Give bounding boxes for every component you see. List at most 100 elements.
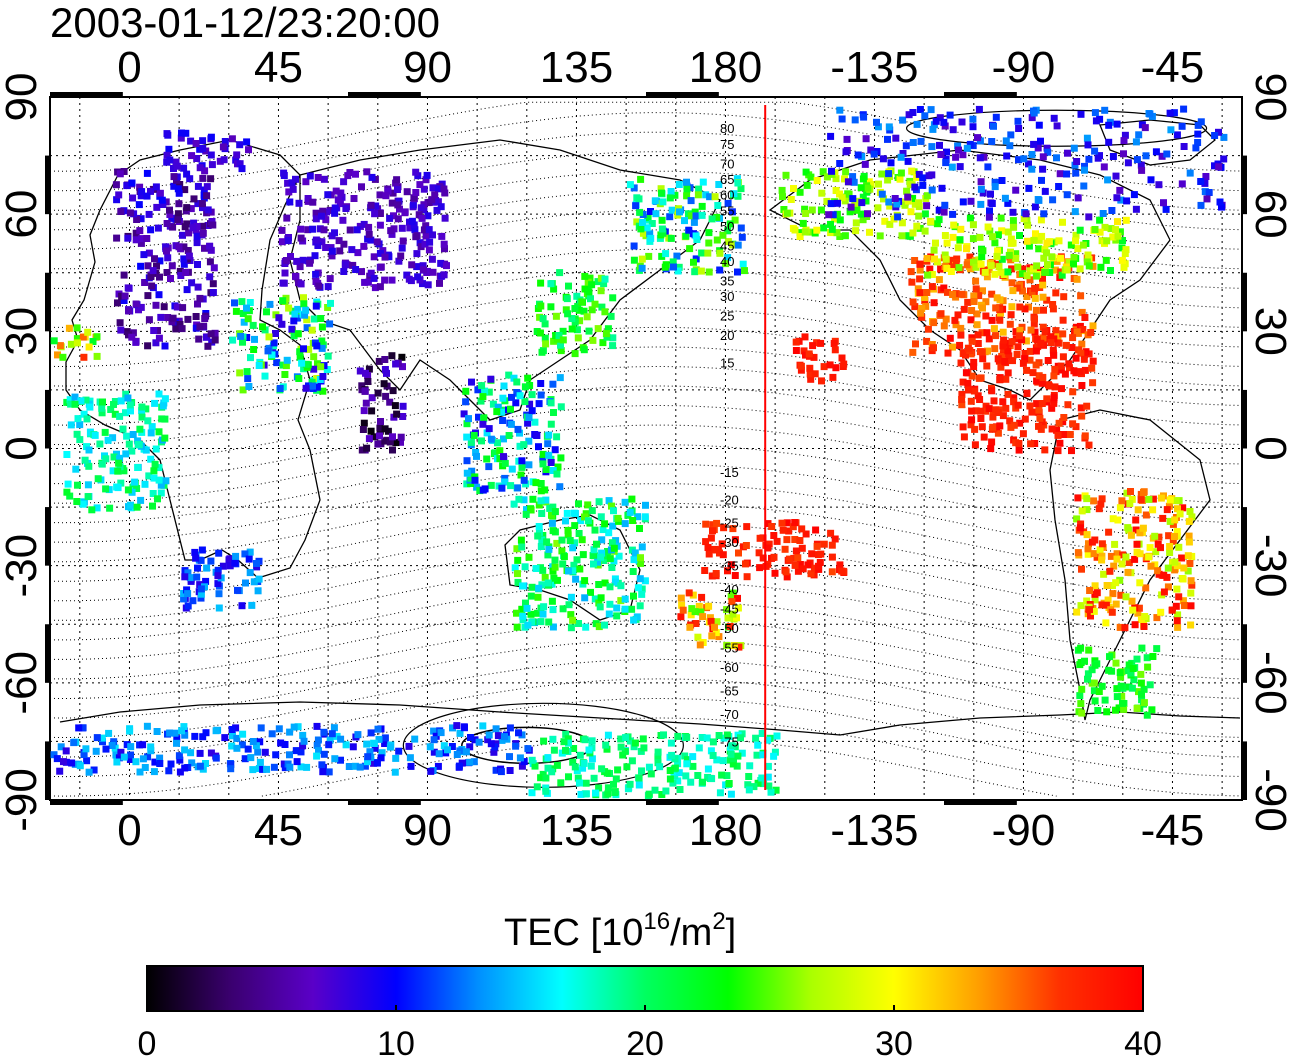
tec-cell-middle-east xyxy=(326,320,334,328)
tec-cell-india xyxy=(365,365,373,373)
tec-cell-antarctic-b xyxy=(707,747,715,755)
tec-cell-scandinavia xyxy=(207,151,215,159)
tec-cell-japan xyxy=(573,326,581,334)
tec-cell-australia xyxy=(576,565,584,573)
tec-cell-se-asia xyxy=(553,433,561,441)
tec-cell-europe xyxy=(144,262,152,270)
tec-cell-arctic xyxy=(836,106,844,114)
tec-cell-south-america xyxy=(1187,602,1195,610)
tec-cell-iberia-coast xyxy=(93,333,101,341)
tec-cell-australia xyxy=(550,574,558,582)
tec-cell-patagonia xyxy=(1094,707,1102,714)
contour-label: -25 xyxy=(720,516,739,531)
tec-cell-iberia-coast xyxy=(67,340,75,348)
tec-cell-south-pacific xyxy=(773,537,781,545)
tec-cell-australia xyxy=(628,605,636,613)
tec-cell-usa xyxy=(1030,320,1038,328)
tec-cell-usa xyxy=(1068,344,1076,351)
tec-cell-africa-west xyxy=(126,401,134,409)
tec-cell-arctic xyxy=(1081,166,1088,174)
tec-cell-south-pacific xyxy=(743,573,751,581)
tec-cell-patagonia xyxy=(1118,692,1126,700)
tec-cell-alaska xyxy=(841,175,848,183)
tec-cell-alaska xyxy=(787,196,795,203)
tec-cell-arctic xyxy=(870,150,878,158)
tec-cell-arctic xyxy=(948,163,956,171)
tec-cell-africa-west xyxy=(141,480,149,488)
colorbar-title-main: TEC [10 xyxy=(504,912,643,954)
tec-cell-australia xyxy=(570,509,578,517)
tec-cell-southern-africa xyxy=(246,548,254,556)
tec-cell-usa xyxy=(1008,303,1016,311)
tec-cell-russia xyxy=(299,256,307,264)
tec-cell-canada xyxy=(927,217,935,225)
tec-cell-south-america xyxy=(1163,506,1171,514)
tec-cell-india xyxy=(359,426,367,433)
tec-cell-usa xyxy=(956,341,964,349)
tec-cell-usa xyxy=(907,268,915,276)
tec-cell-middle-east xyxy=(231,299,238,307)
tec-cell-patagonia xyxy=(1120,705,1128,713)
tec-cell-kamchatka xyxy=(699,178,707,186)
tec-cell-arctic xyxy=(1155,181,1163,189)
tec-cell-india xyxy=(392,439,400,447)
tec-cell-usa xyxy=(1078,340,1086,348)
tec-cell-europe xyxy=(116,319,124,327)
tec-cell-new-zealand xyxy=(724,614,732,622)
tec-cell-australia xyxy=(588,507,596,515)
tec-cell-antarctic-a xyxy=(375,735,383,743)
frame-bar-left xyxy=(45,507,50,566)
tec-cell-arctic xyxy=(1120,150,1127,158)
tec-cell-antarctic-a xyxy=(171,729,179,737)
tec-cell-alaska xyxy=(780,206,788,213)
tec-cell-arctic xyxy=(1025,160,1032,168)
lon-tick-bottom: -135 xyxy=(830,806,918,855)
tec-cell-arctic xyxy=(892,134,900,142)
tec-cell-south-pacific xyxy=(783,536,791,544)
tec-cell-alaska xyxy=(921,210,929,218)
frame-bar-top xyxy=(50,92,123,97)
tec-cell-middle-east xyxy=(238,298,246,306)
tec-cell-scandinavia xyxy=(173,162,181,170)
tec-cell-south-pacific xyxy=(798,525,806,533)
tec-cell-africa-west xyxy=(135,441,143,449)
tec-cell-usa xyxy=(916,289,924,297)
tec-cell-mexico-central xyxy=(1021,355,1029,363)
tec-cell-mexico-central xyxy=(964,379,972,387)
tec-cell-russia xyxy=(417,204,425,212)
tec-cell-antarctic-a xyxy=(202,729,210,737)
tec-cell-alaska xyxy=(796,229,804,237)
tec-cell-antarctic-a xyxy=(143,722,151,730)
tec-cell-patagonia xyxy=(1090,687,1098,695)
tec-cell-japan xyxy=(600,280,608,288)
tec-cell-india xyxy=(389,446,396,454)
lon-tick-bottom: 90 xyxy=(403,806,452,855)
tec-cell-alaska xyxy=(803,181,811,189)
tec-cell-southern-africa xyxy=(196,581,204,589)
tec-cell-australia xyxy=(535,528,543,536)
tec-cell-europe xyxy=(199,229,207,237)
tec-cell-europe xyxy=(211,336,219,344)
tec-cell-southern-africa xyxy=(255,575,263,583)
tec-cell-antarctic-b xyxy=(580,759,588,767)
tec-cell-south-pacific xyxy=(707,534,715,542)
tec-cell-patagonia xyxy=(1138,644,1146,652)
tec-cell-kamchatka xyxy=(724,227,732,235)
tec-cell-south-america xyxy=(1174,505,1181,513)
tec-cell-south-pacific xyxy=(742,560,749,568)
tec-cell-australia xyxy=(528,618,536,626)
tec-cell-alaska xyxy=(876,232,884,240)
tec-cell-arctic xyxy=(904,193,912,201)
tec-cell-russia xyxy=(428,255,436,263)
tec-cell-south-pacific xyxy=(828,541,836,549)
tec-cell-antarctic-a xyxy=(252,742,260,750)
tec-cell-south-america xyxy=(1169,537,1177,545)
tec-cell-mexico-central xyxy=(1065,360,1073,368)
tec-cell-antarctic-a xyxy=(212,754,220,762)
tec-cell-mexico-central xyxy=(962,351,969,359)
tec-cell-europe xyxy=(128,333,136,341)
tec-cell-india xyxy=(399,413,407,420)
tec-cell-europe xyxy=(198,200,206,208)
tec-cell-europe xyxy=(201,244,208,252)
tec-cell-south-america xyxy=(1133,540,1141,548)
